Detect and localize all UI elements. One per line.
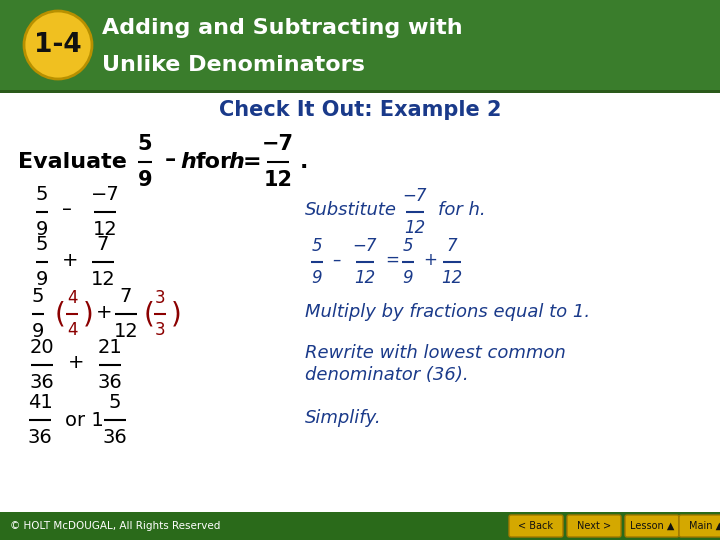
Text: −7: −7 — [353, 238, 377, 255]
Text: for: for — [196, 152, 232, 172]
Text: 20: 20 — [30, 338, 54, 357]
Text: –: – — [62, 200, 72, 219]
Text: Lesson ▲: Lesson ▲ — [630, 521, 674, 531]
Text: denominator (36).: denominator (36). — [305, 366, 469, 384]
Text: 36: 36 — [27, 428, 53, 447]
Text: 21: 21 — [98, 338, 122, 357]
Text: +: + — [423, 251, 437, 269]
Text: =: = — [243, 152, 261, 172]
FancyBboxPatch shape — [567, 515, 621, 537]
Text: < Back: < Back — [518, 521, 554, 531]
Text: –: – — [332, 251, 341, 269]
Text: 36: 36 — [103, 428, 127, 447]
Text: for h.: for h. — [438, 201, 485, 219]
Text: 12: 12 — [264, 170, 292, 190]
Text: 12: 12 — [405, 219, 426, 237]
Text: ): ) — [171, 300, 181, 328]
Text: 1-4: 1-4 — [34, 32, 82, 58]
Bar — [0, 90, 720, 93]
Text: .: . — [300, 152, 308, 172]
Text: h: h — [228, 152, 244, 172]
Bar — [0, 512, 720, 540]
Text: −7: −7 — [402, 187, 427, 205]
Text: 7: 7 — [120, 287, 132, 306]
Text: 9: 9 — [312, 268, 323, 287]
Text: Evaluate: Evaluate — [18, 152, 127, 172]
FancyBboxPatch shape — [625, 515, 679, 537]
Text: 3: 3 — [155, 321, 166, 339]
Text: (: ( — [144, 300, 155, 328]
Text: or 1: or 1 — [65, 410, 104, 429]
Text: −7: −7 — [91, 185, 120, 204]
Text: 9: 9 — [32, 322, 44, 341]
Text: Next >: Next > — [577, 521, 611, 531]
Text: 12: 12 — [91, 269, 115, 289]
Text: 4: 4 — [67, 321, 77, 339]
Text: 3: 3 — [155, 289, 166, 307]
Text: h: h — [180, 152, 196, 172]
Text: 4: 4 — [67, 289, 77, 307]
Text: 9: 9 — [402, 268, 413, 287]
Text: Rewrite with lowest common: Rewrite with lowest common — [305, 344, 566, 362]
Text: Main ▲: Main ▲ — [689, 521, 720, 531]
Text: 41: 41 — [27, 393, 53, 413]
Text: (: ( — [55, 300, 66, 328]
Text: 12: 12 — [114, 322, 138, 341]
Text: Simplify.: Simplify. — [305, 409, 382, 427]
Text: 9: 9 — [36, 269, 48, 289]
Text: −7: −7 — [262, 134, 294, 154]
Text: Unlike Denominators: Unlike Denominators — [102, 55, 365, 75]
Text: –: – — [165, 150, 176, 170]
Text: 5: 5 — [32, 287, 44, 306]
Text: Multiply by fractions equal to 1.: Multiply by fractions equal to 1. — [305, 303, 590, 321]
Text: 5: 5 — [109, 393, 121, 413]
Text: 36: 36 — [30, 373, 55, 392]
FancyBboxPatch shape — [679, 515, 720, 537]
Text: 5: 5 — [36, 185, 48, 204]
Text: © HOLT McDOUGAL, All Rights Reserved: © HOLT McDOUGAL, All Rights Reserved — [10, 521, 220, 531]
FancyBboxPatch shape — [509, 515, 563, 537]
Bar — [0, 0, 720, 90]
Text: 12: 12 — [354, 268, 376, 287]
Text: 5: 5 — [402, 238, 413, 255]
Text: 12: 12 — [441, 268, 463, 287]
Text: 7: 7 — [96, 235, 109, 254]
Text: +: + — [96, 302, 112, 321]
Text: 9: 9 — [36, 220, 48, 239]
Text: 5: 5 — [36, 235, 48, 254]
Text: 36: 36 — [98, 373, 122, 392]
Text: 7: 7 — [446, 238, 457, 255]
Text: ): ) — [83, 300, 94, 328]
Text: 5: 5 — [138, 134, 153, 154]
Ellipse shape — [24, 11, 92, 79]
Text: Adding and Subtracting with: Adding and Subtracting with — [102, 18, 463, 38]
Text: Substitute: Substitute — [305, 201, 397, 219]
Text: 12: 12 — [93, 220, 117, 239]
Text: =: = — [385, 251, 399, 269]
Text: +: + — [68, 354, 84, 373]
Text: 5: 5 — [312, 238, 323, 255]
Text: 9: 9 — [138, 170, 153, 190]
Text: Check It Out: Example 2: Check It Out: Example 2 — [219, 100, 501, 120]
Text: +: + — [62, 251, 78, 269]
